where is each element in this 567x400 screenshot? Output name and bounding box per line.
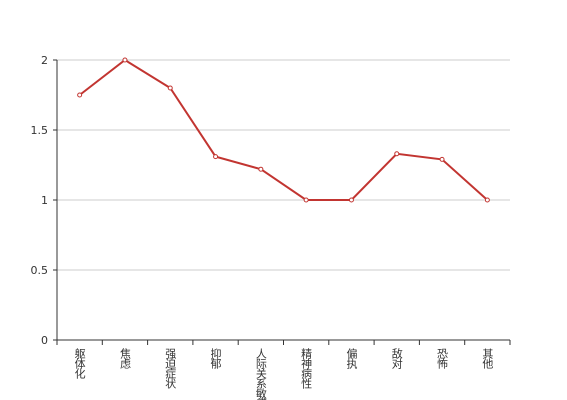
- x-tick-label: 人际关系敏感: [254, 348, 267, 400]
- x-tick-label: 偏执: [345, 347, 358, 370]
- point: [484, 197, 490, 203]
- point: [303, 197, 309, 203]
- x-tick-label: 敌对: [390, 347, 403, 369]
- x-tick-label: 焦虑: [118, 348, 131, 369]
- y-tick-label: 0.5: [31, 264, 49, 277]
- y-tick-label: 0: [41, 334, 48, 347]
- point: [258, 166, 264, 172]
- point: [167, 85, 173, 91]
- x-tick-label: 其他: [481, 348, 494, 369]
- y-tick-label: 2: [41, 54, 48, 67]
- line: [79, 58, 489, 201]
- x-tick-label: 精神病性: [300, 348, 313, 390]
- x-tick-label: 抑郁: [209, 347, 222, 369]
- point: [394, 151, 400, 157]
- point: [348, 197, 354, 203]
- y-tick-label: 1: [41, 194, 48, 207]
- y-tick-label: 1.5: [31, 124, 49, 137]
- point: [213, 154, 219, 160]
- x-tick-label: 强迫症状: [164, 348, 177, 389]
- point: [439, 156, 445, 162]
- point: [122, 57, 128, 63]
- x-tick-label: 躯体化: [73, 348, 86, 380]
- x-tick-label: 恐怖: [436, 348, 449, 369]
- point: [77, 92, 83, 98]
